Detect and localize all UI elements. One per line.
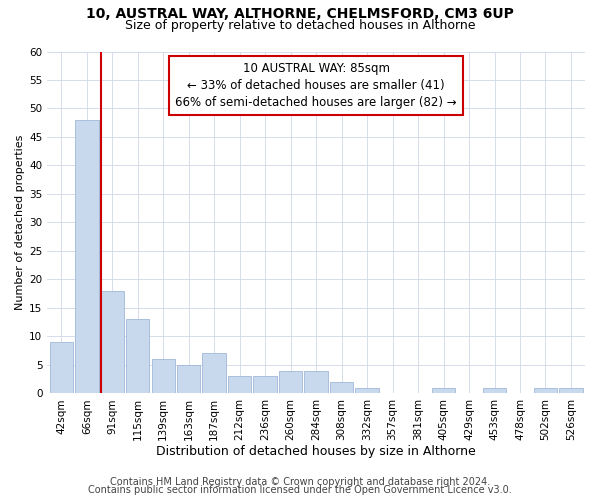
Bar [559,388,583,394]
Bar [330,382,353,394]
Bar [126,320,149,394]
Bar [152,359,175,394]
Text: Size of property relative to detached houses in Althorne: Size of property relative to detached ho… [125,19,475,32]
X-axis label: Distribution of detached houses by size in Althorne: Distribution of detached houses by size … [156,444,476,458]
Bar [432,388,455,394]
Text: Contains public sector information licensed under the Open Government Licence v3: Contains public sector information licen… [88,485,512,495]
Bar [75,120,98,394]
Bar [177,365,200,394]
Bar [355,388,379,394]
Bar [304,370,328,394]
Text: 10, AUSTRAL WAY, ALTHORNE, CHELMSFORD, CM3 6UP: 10, AUSTRAL WAY, ALTHORNE, CHELMSFORD, C… [86,8,514,22]
Bar [253,376,277,394]
Y-axis label: Number of detached properties: Number of detached properties [15,134,25,310]
Bar [50,342,73,394]
Text: 10 AUSTRAL WAY: 85sqm
← 33% of detached houses are smaller (41)
66% of semi-deta: 10 AUSTRAL WAY: 85sqm ← 33% of detached … [175,62,457,109]
Bar [228,376,251,394]
Text: Contains HM Land Registry data © Crown copyright and database right 2024.: Contains HM Land Registry data © Crown c… [110,477,490,487]
Bar [534,388,557,394]
Bar [202,354,226,394]
Bar [279,370,302,394]
Bar [101,291,124,394]
Bar [483,388,506,394]
